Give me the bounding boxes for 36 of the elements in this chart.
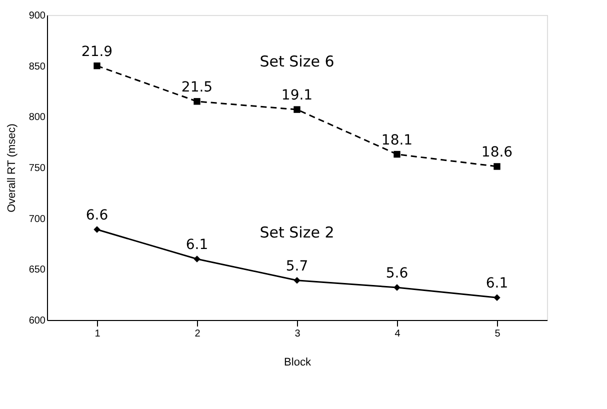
annotation: 6.1 bbox=[186, 237, 208, 253]
x-tick-label: 4 bbox=[394, 328, 401, 340]
y-tick-label: 900 bbox=[28, 10, 46, 22]
annotation: 6.6 bbox=[86, 208, 108, 224]
point bbox=[94, 226, 100, 233]
annotation: 19.1 bbox=[281, 88, 313, 104]
x-tick-label: 1 bbox=[94, 328, 101, 340]
point bbox=[394, 150, 400, 158]
point bbox=[494, 163, 500, 170]
y-tick-label: 800 bbox=[28, 112, 46, 124]
point bbox=[294, 106, 300, 113]
annotation: 21.5 bbox=[181, 79, 213, 96]
x-tick-label: 2 bbox=[194, 328, 201, 340]
annotation: 5.6 bbox=[386, 265, 408, 282]
point bbox=[394, 284, 400, 291]
x-tick-label: 5 bbox=[494, 328, 501, 340]
y-tick-label: 650 bbox=[28, 264, 46, 276]
annotation: 18.1 bbox=[381, 132, 413, 148]
y-tick-label: 700 bbox=[28, 214, 46, 225]
annotation: 18.6 bbox=[481, 144, 513, 160]
annotation: 21.9 bbox=[81, 44, 113, 60]
x-tick-label: 3 bbox=[294, 328, 301, 340]
annotation: 5.7 bbox=[286, 258, 308, 274]
point bbox=[94, 62, 100, 70]
x-axis-title: Block bbox=[284, 356, 312, 368]
point bbox=[494, 294, 500, 301]
y-tick-label: 600 bbox=[28, 316, 46, 326]
point bbox=[294, 276, 300, 284]
annotation: 6.1 bbox=[486, 276, 508, 292]
y-tick-label: 750 bbox=[28, 163, 46, 174]
point bbox=[194, 98, 200, 105]
point bbox=[194, 256, 200, 262]
y-axis-title: Overall RT (msec) bbox=[6, 124, 18, 212]
text: Set Size 2 bbox=[260, 223, 334, 242]
y-tick-label: 850 bbox=[28, 61, 46, 72]
text: Set Size 6 bbox=[260, 52, 334, 71]
